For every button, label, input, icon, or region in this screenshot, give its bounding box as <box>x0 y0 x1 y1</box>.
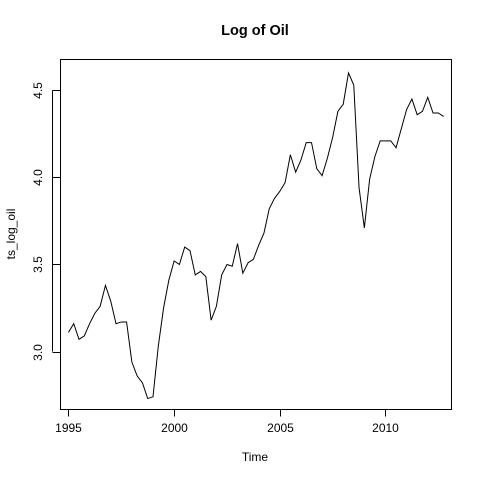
series-line <box>68 71 444 400</box>
y-axis: 3.0 3.5 4.0 4.5 <box>31 82 61 361</box>
x-axis-label: Time <box>242 450 269 464</box>
y-axis-label: ts_log_oil <box>4 209 18 260</box>
y-tick-label: 4.0 <box>31 169 45 186</box>
chart-title: Log of Oil <box>221 23 289 39</box>
x-tick-label: 2005 <box>267 421 294 435</box>
y-tick-label: 4.5 <box>31 82 45 99</box>
x-tick-label: 2010 <box>372 421 399 435</box>
x-axis: 1995 2000 2005 2010 <box>55 409 399 435</box>
y-tick-label: 3.0 <box>31 344 45 361</box>
x-tick-label: 1995 <box>55 421 82 435</box>
x-tick-label: 2000 <box>161 421 188 435</box>
plot-frame <box>60 59 452 410</box>
y-tick-label: 3.5 <box>31 256 45 273</box>
